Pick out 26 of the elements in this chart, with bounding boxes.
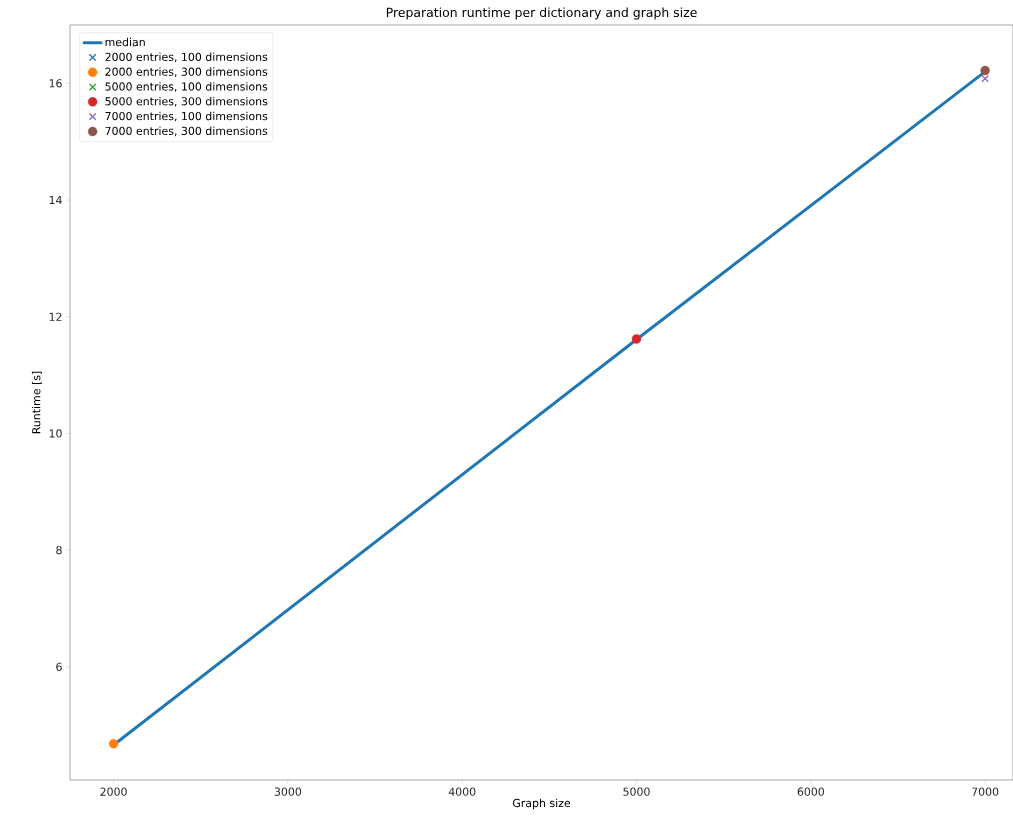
legend-label: median xyxy=(105,37,145,47)
legend-label: 5000 entries, 300 dimensions xyxy=(105,96,268,107)
point xyxy=(108,739,119,749)
y-tick-label: 14 xyxy=(49,196,62,205)
y-tick-label: 10 xyxy=(49,429,62,438)
legend-label: 2000 entries, 300 dimensions xyxy=(105,67,268,77)
x-tick-label: 3000 xyxy=(274,787,302,796)
legend-label: 7000 entries, 300 dimensions xyxy=(105,126,268,137)
point xyxy=(980,65,990,76)
chart-title: Preparation runtime per dictionary and graph size xyxy=(386,7,697,20)
x-tick-label: 7000 xyxy=(972,787,999,796)
point xyxy=(631,334,642,344)
x-tick-label: 6000 xyxy=(797,787,825,796)
x-axis-title: Graph size xyxy=(512,798,571,810)
legend-label: 5000 entries, 100 dimensions xyxy=(105,82,268,92)
x-tick-label: 2000 xyxy=(100,787,127,796)
y-tick-label: 8 xyxy=(56,545,62,555)
point xyxy=(981,74,989,83)
y-axis-title: Runtime [s] xyxy=(31,371,42,434)
x-tick-label: 5000 xyxy=(623,787,650,796)
y-tick-label: 12 xyxy=(49,312,62,321)
legend-label: 7000 entries, 100 dimensions xyxy=(105,111,268,122)
y-tick-label: 16 xyxy=(49,79,62,88)
y-tick-label: 6 xyxy=(56,662,62,671)
legend-label: 2000 entries, 100 dimensions xyxy=(105,52,268,63)
x-tick-label: 4000 xyxy=(448,787,476,796)
